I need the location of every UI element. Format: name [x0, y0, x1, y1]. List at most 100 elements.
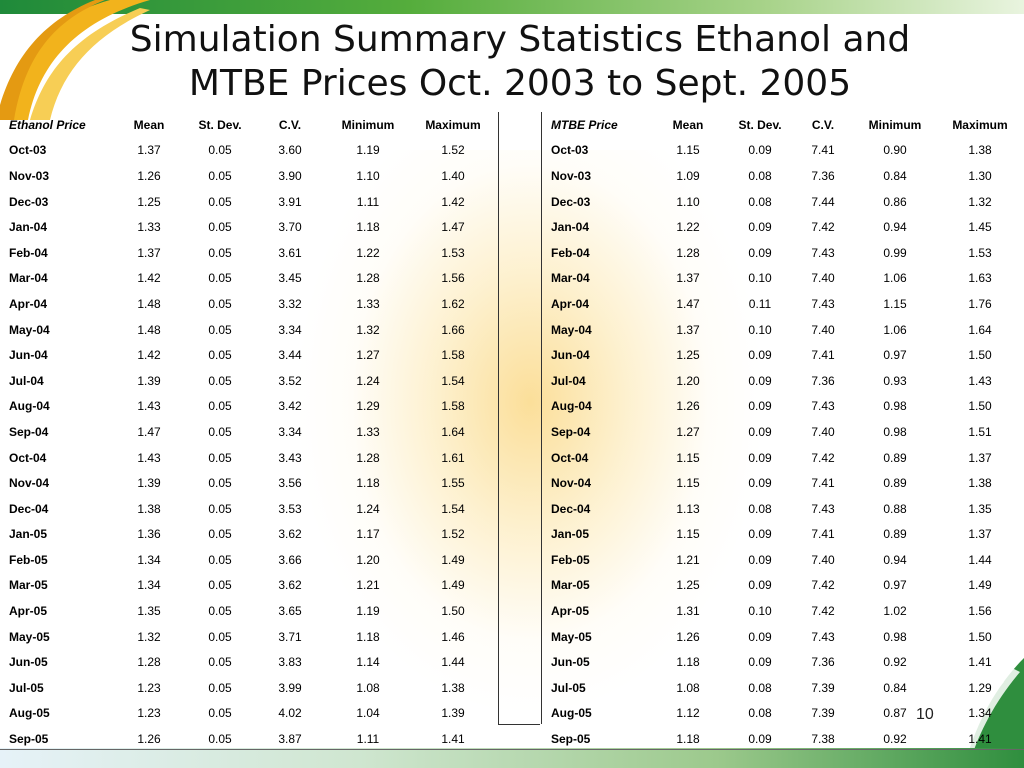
table-row: Oct-04 1.15 0.09 7.42 0.89 1.37	[546, 445, 1022, 471]
cell-cv: 3.45	[278, 271, 302, 286]
cell-month: Jun-04	[551, 348, 590, 363]
cell-cv: 7.40	[811, 271, 835, 286]
cell-maximum: 1.64	[968, 322, 992, 337]
cell-minimum: 0.97	[883, 348, 907, 363]
cell-mean: 1.15	[676, 450, 700, 465]
col-maximum: Maximum	[952, 117, 1008, 132]
cell-maximum: 1.63	[968, 271, 992, 286]
mtbe-header: MTBE Price	[551, 117, 618, 132]
cell-stdev: 0.09	[748, 578, 772, 593]
cell-maximum: 1.50	[441, 604, 465, 619]
cell-month: May-04	[551, 322, 592, 337]
cell-cv: 3.52	[278, 373, 302, 388]
table-row: Sep-04 1.47 0.05 3.34 1.33 1.64	[4, 419, 494, 445]
cell-mean: 1.27	[676, 424, 700, 439]
cell-minimum: 1.18	[356, 220, 380, 235]
cell-minimum: 0.87	[883, 706, 907, 721]
cell-maximum: 1.47	[441, 220, 465, 235]
cell-month: Dec-03	[9, 194, 49, 209]
cell-stdev: 0.08	[748, 501, 772, 516]
ethanol-price-table: Ethanol Price Mean St. Dev. C.V. Minimum…	[4, 112, 494, 752]
cell-cv: 7.40	[811, 322, 835, 337]
cell-month: Nov-04	[551, 476, 592, 491]
cell-month: Dec-03	[551, 194, 591, 209]
cell-month: Jul-04	[551, 373, 586, 388]
table-row: Apr-04 1.48 0.05 3.32 1.33 1.62	[4, 291, 494, 317]
cell-stdev: 0.05	[208, 424, 232, 439]
cell-month: Oct-04	[551, 450, 589, 465]
cell-stdev: 0.09	[748, 143, 772, 158]
cell-month: Nov-03	[9, 168, 50, 183]
table-row: Jul-04 1.20 0.09 7.36 0.93 1.43	[546, 368, 1022, 394]
cell-month: Feb-05	[9, 552, 48, 567]
cell-month: Dec-04	[9, 501, 49, 516]
cell-stdev: 0.09	[748, 732, 772, 747]
cell-month: Oct-03	[9, 143, 47, 158]
cell-month: Aug-05	[9, 706, 50, 721]
ethanol-header: Ethanol Price	[9, 117, 86, 132]
cell-maximum: 1.52	[441, 143, 465, 158]
table-row: Jun-04 1.25 0.09 7.41 0.97 1.50	[546, 342, 1022, 368]
cell-minimum: 0.93	[883, 373, 907, 388]
cell-month: Sep-05	[551, 732, 591, 747]
cell-mean: 1.26	[676, 399, 700, 414]
table-row: Jul-05 1.08 0.08 7.39 0.84 1.29	[546, 675, 1022, 701]
table-row: Aug-04 1.26 0.09 7.43 0.98 1.50	[546, 394, 1022, 420]
cell-maximum: 1.52	[441, 527, 465, 542]
cell-cv: 7.36	[811, 373, 835, 388]
cell-month: Dec-04	[551, 501, 591, 516]
table-row: Jul-05 1.23 0.05 3.99 1.08 1.38	[4, 675, 494, 701]
cell-minimum: 1.14	[356, 655, 380, 670]
cell-month: May-04	[9, 322, 50, 337]
cell-stdev: 0.10	[748, 604, 772, 619]
cell-cv: 3.42	[278, 399, 302, 414]
cell-mean: 1.18	[676, 732, 700, 747]
cell-stdev: 0.09	[748, 245, 772, 260]
cell-stdev: 0.05	[208, 629, 232, 644]
cell-cv: 3.70	[278, 220, 302, 235]
cell-mean: 1.26	[137, 732, 161, 747]
table-row: Aug-04 1.43 0.05 3.42 1.29 1.58	[4, 394, 494, 420]
cell-mean: 1.25	[137, 194, 161, 209]
cell-cv: 7.40	[811, 552, 835, 567]
cell-stdev: 0.09	[748, 220, 772, 235]
cell-stdev: 0.09	[748, 373, 772, 388]
table-row: Apr-04 1.47 0.11 7.43 1.15 1.76	[546, 291, 1022, 317]
cell-month: Oct-04	[9, 450, 47, 465]
table-row: Feb-04 1.37 0.05 3.61 1.22 1.53	[4, 240, 494, 266]
cell-minimum: 1.19	[356, 604, 380, 619]
cell-cv: 7.39	[811, 706, 835, 721]
cell-minimum: 1.06	[883, 322, 907, 337]
cell-stdev: 0.10	[748, 271, 772, 286]
cell-maximum: 1.40	[441, 168, 465, 183]
cell-mean: 1.47	[676, 296, 700, 311]
cell-month: Aug-04	[551, 399, 592, 414]
cell-maximum: 1.45	[968, 220, 992, 235]
table-row: Dec-03 1.25 0.05 3.91 1.11 1.42	[4, 189, 494, 215]
cell-minimum: 1.10	[356, 168, 380, 183]
cell-cv: 3.87	[278, 732, 302, 747]
cell-stdev: 0.05	[208, 604, 232, 619]
cell-maximum: 1.50	[968, 629, 992, 644]
cell-stdev: 0.09	[748, 399, 772, 414]
cell-mean: 1.28	[676, 245, 700, 260]
cell-stdev: 0.05	[208, 578, 232, 593]
cell-maximum: 1.30	[968, 168, 992, 183]
cell-stdev: 0.05	[208, 348, 232, 363]
table-row: Mar-04 1.42 0.05 3.45 1.28 1.56	[4, 266, 494, 292]
cell-maximum: 1.62	[441, 296, 465, 311]
cell-month: Feb-04	[551, 245, 590, 260]
cell-maximum: 1.43	[968, 373, 992, 388]
table-row: Nov-03 1.09 0.08 7.36 0.84 1.30	[546, 163, 1022, 189]
cell-stdev: 0.09	[748, 629, 772, 644]
cell-month: Jan-04	[9, 220, 48, 235]
cell-minimum: 1.33	[356, 296, 380, 311]
cell-month: Sep-04	[9, 424, 49, 439]
cell-mean: 1.09	[676, 168, 700, 183]
table-row: Jan-04 1.33 0.05 3.70 1.18 1.47	[4, 214, 494, 240]
cell-maximum: 1.61	[441, 450, 465, 465]
page-number: 10	[916, 706, 934, 723]
cell-mean: 1.37	[676, 322, 700, 337]
cell-cv: 7.44	[811, 194, 835, 209]
cell-mean: 1.34	[137, 552, 161, 567]
